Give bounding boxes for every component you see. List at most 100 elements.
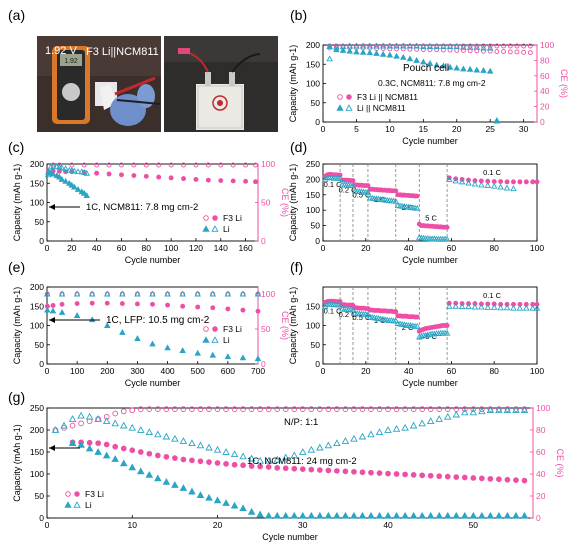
y-tick-label: 100 [306,205,320,215]
data-point [413,322,421,329]
data-point [503,304,511,311]
data-point [353,42,360,49]
data-point [467,48,473,54]
data-point [239,504,247,512]
legend-marker [64,501,72,508]
data-point [497,304,504,311]
data-point [218,178,224,184]
data-point [180,406,187,412]
data-point [80,189,88,196]
data-point [120,445,127,452]
data-point [316,443,324,451]
data-point [490,303,498,310]
x-tick-label: 20 [67,243,77,253]
series-3 [44,290,262,297]
legend-marker [345,104,353,111]
legend-label: F3 Li [85,489,104,499]
data-point [179,347,186,353]
legend-marker [202,336,210,343]
data-point [163,453,170,460]
data-point [179,484,188,491]
data-point [491,301,497,307]
data-point [368,469,374,476]
legend-marker [212,326,218,332]
data-point [164,290,171,297]
data-point [188,439,196,447]
panel-label-g: (g) [8,389,25,405]
data-point [413,42,420,49]
data-point [349,182,357,189]
data-point [62,177,69,184]
x-tick-label: 600 [221,366,235,376]
y-tick-label: 100 [30,321,44,331]
y2-axis-label: CE (%) [280,188,290,217]
x-tick-label: 140 [214,243,228,253]
legend-marker [65,491,71,497]
legend-marker [346,94,352,100]
y-tick-label: 50 [35,217,45,227]
data-point [426,43,434,49]
data-point [181,162,186,168]
data-point [209,351,217,358]
data-point [154,452,161,459]
data-point [392,424,401,432]
data-point [510,304,517,311]
data-point [119,421,128,429]
data-point [171,434,179,442]
data-point [484,303,492,310]
y-tick-label: 50 [35,491,45,501]
data-point [230,178,236,184]
y2-tick-label: 0 [261,236,266,246]
data-point [414,46,420,52]
data-point [162,477,171,485]
data-point [512,406,520,414]
data-point [240,406,246,412]
data-point [409,511,418,519]
y-tick-label: 200 [30,282,44,292]
data-point [223,406,229,412]
data-point [316,511,324,519]
data-point [214,460,221,466]
x-axis-label: Cycle number [125,255,181,265]
x-tick-label: 200 [100,366,114,376]
x-tick-label: 30 [519,124,529,134]
data-point [239,452,247,460]
data-point [420,58,427,65]
series-0 [45,168,258,185]
data-point [239,290,247,297]
data-point [83,169,90,176]
data-point [77,411,85,419]
data-point [307,445,316,453]
data-point [510,185,517,192]
legend-marker [211,225,219,232]
data-point [496,476,502,483]
data-point [427,472,434,479]
data-point [222,448,230,455]
annotation: 1C, NCM811: 7.8 mg cm-2 [86,202,198,213]
data-point [44,171,52,178]
data-point [106,171,112,177]
data-point [466,65,474,72]
data-point [49,162,57,169]
x-tick-label: 0 [321,124,326,134]
data-point [478,181,485,188]
data-point [299,448,307,455]
legend-label: Li || NCM811 [357,103,406,113]
data-point [402,406,408,412]
chart-c: 0 20 40 60 80 100 120 140 160 0 50 100 150 200 0 50 100 C… [12,159,290,265]
x-tick-label: 40 [404,243,414,253]
legend-marker [73,501,81,508]
x-tick-label: 80 [142,243,152,253]
legend-marker [203,215,209,221]
y-tick-label: 200 [306,40,320,50]
data-point [58,308,66,315]
data-point [156,162,162,168]
panel-label-c: (c) [8,139,24,155]
data-point [346,42,354,49]
data-point [426,60,434,66]
data-point [418,419,426,427]
y-tick-label: 250 [306,159,320,169]
data-point [49,307,57,314]
data-point [473,43,481,50]
data-point [471,303,479,310]
